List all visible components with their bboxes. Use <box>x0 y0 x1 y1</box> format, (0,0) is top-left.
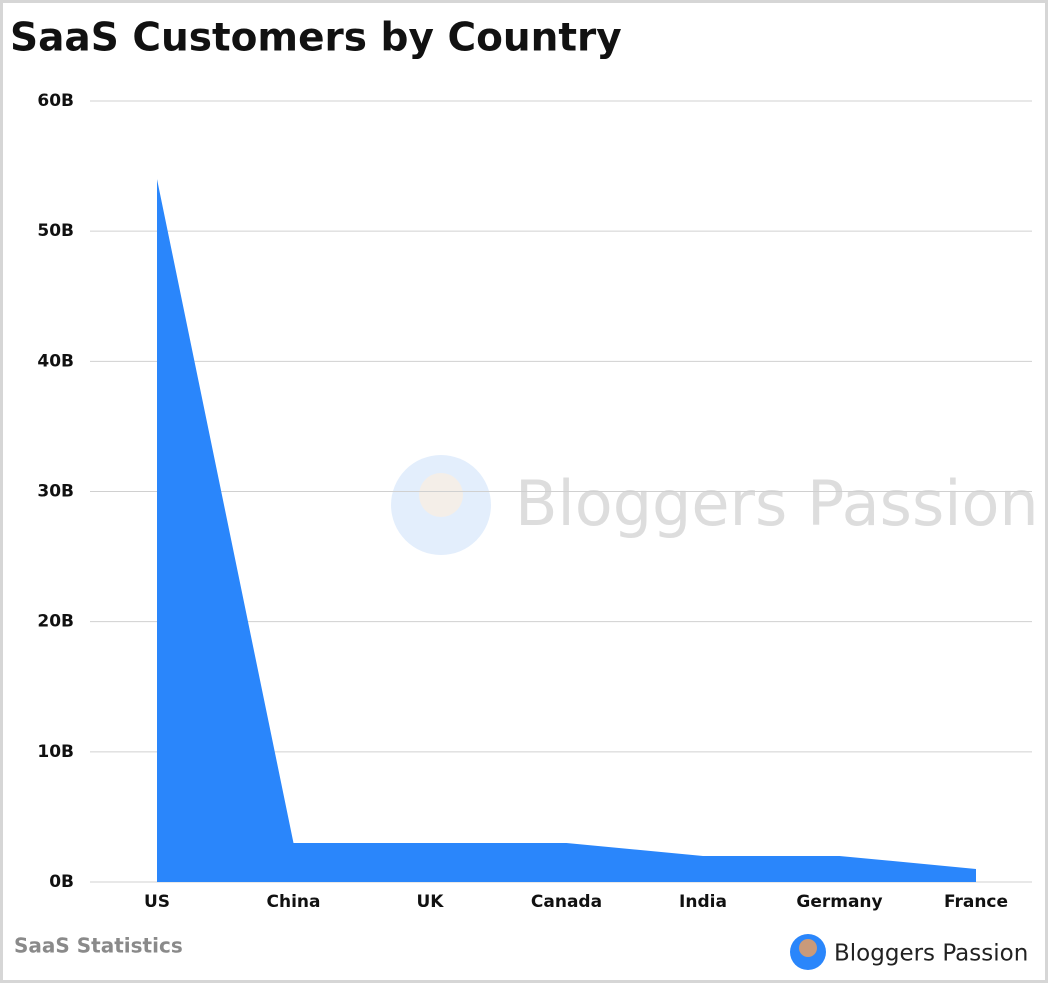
x-tick-label: China <box>267 892 321 912</box>
brand-logo-face <box>799 939 817 957</box>
chart-title: SaaS Customers by Country <box>10 16 622 61</box>
y-tick-label: 30B <box>37 482 74 502</box>
y-tick-label: 10B <box>37 742 74 762</box>
x-tick-label: Germany <box>796 892 882 912</box>
x-tick-label: France <box>944 892 1008 912</box>
source: SaaS Statistics <box>14 934 183 958</box>
x-tick-label: US <box>144 892 170 912</box>
watermark-avatar <box>391 455 491 555</box>
y-tick-label: 40B <box>37 351 74 371</box>
x-tick-label: Canada <box>531 892 602 912</box>
plot: 0B 10B 20B 30B 40B 50B 60B US China UK Canada India… <box>37 91 1032 912</box>
brand: Bloggers Passion <box>834 941 1028 967</box>
x-tick-label: India <box>679 892 727 912</box>
watermark-face <box>419 473 463 517</box>
y-tick-label: 60B <box>37 91 74 111</box>
watermark: Bloggers Passion <box>391 455 1039 555</box>
y-tick-label: 0B <box>49 872 74 892</box>
area <box>157 179 976 883</box>
y-tick-label: 20B <box>37 612 74 632</box>
watermark-text: Bloggers Passion <box>515 467 1039 540</box>
x-tick-label: UK <box>417 892 445 912</box>
y-tick-label: 50B <box>37 221 74 241</box>
